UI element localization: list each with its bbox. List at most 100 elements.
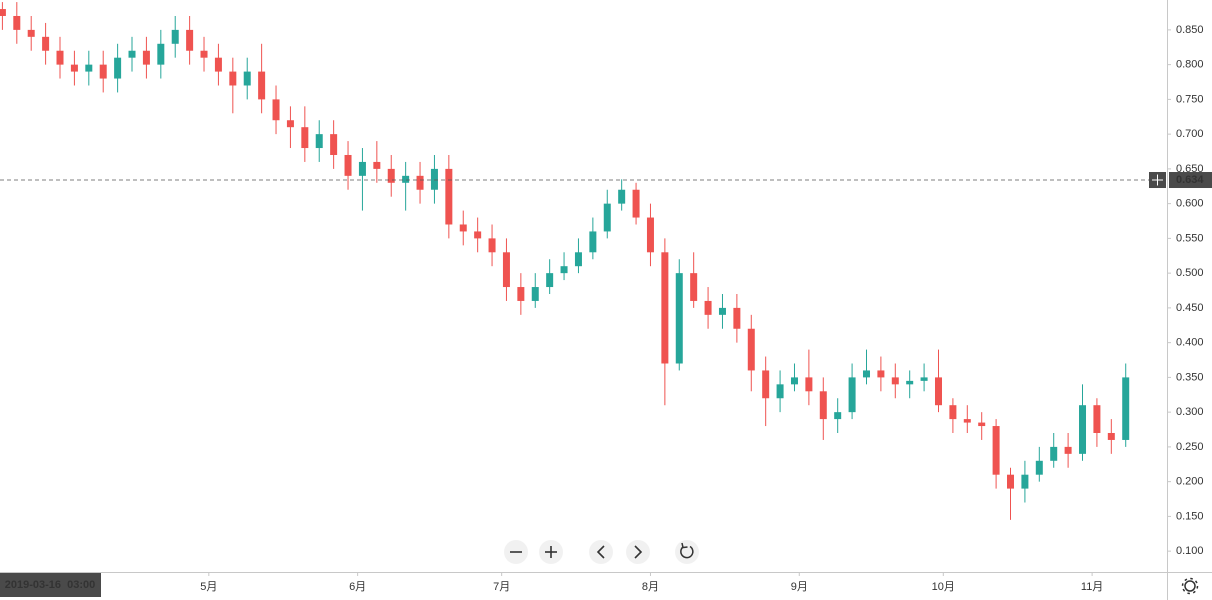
candle-body <box>301 127 309 149</box>
candle-body <box>877 370 885 378</box>
candle-body <box>560 266 568 274</box>
candle-body <box>243 71 251 86</box>
candle-body <box>618 189 626 204</box>
crosshair-price-label: 0.634 <box>1176 174 1204 186</box>
candle-body <box>920 377 928 381</box>
scroll-right-button[interactable] <box>626 540 650 564</box>
candle-body <box>819 391 827 420</box>
y-tick-label: 0.300 <box>1176 406 1204 418</box>
candle-body <box>56 50 64 65</box>
candle-body <box>704 300 712 315</box>
candle-body <box>906 380 914 385</box>
candle-body <box>445 168 453 225</box>
candle-body <box>1107 432 1115 440</box>
crosshair-time-label: 2019-03-16 03:00 <box>5 579 96 591</box>
candle-body <box>1050 446 1058 461</box>
candle-body <box>589 231 597 253</box>
candle-body <box>99 64 107 79</box>
reset-button[interactable] <box>675 540 699 564</box>
crosshair-time-box <box>0 573 101 597</box>
candle-body <box>0 9 6 16</box>
candle-body <box>690 273 698 301</box>
x-tick-label: 10月 <box>932 581 955 593</box>
candle-body <box>718 307 726 315</box>
candle-body <box>344 154 352 176</box>
candle-body <box>546 273 554 288</box>
candle-body <box>200 50 208 58</box>
candle-body <box>646 217 654 253</box>
candle-body <box>834 412 842 420</box>
candle-body <box>286 120 294 128</box>
candle-body <box>474 231 482 239</box>
candle-body <box>488 238 496 253</box>
candle-body <box>42 36 50 51</box>
x-tick-label: 8月 <box>642 581 659 593</box>
candle-body <box>632 189 640 218</box>
scroll-left-button[interactable] <box>589 540 613 564</box>
y-tick-label: 0.650 <box>1176 163 1204 175</box>
x-tick-label: 6月 <box>349 581 366 593</box>
y-tick-label: 0.400 <box>1176 337 1204 349</box>
y-tick-label: 0.750 <box>1176 93 1204 105</box>
candle-body <box>517 287 525 301</box>
candle-body <box>747 328 755 371</box>
candle-body <box>891 377 899 385</box>
y-tick-label: 0.600 <box>1176 198 1204 210</box>
y-tick-label: 0.350 <box>1176 371 1204 383</box>
candle-body <box>1064 446 1072 454</box>
zoom-in-button[interactable] <box>539 540 563 564</box>
candle-body <box>142 50 150 65</box>
candle-body <box>430 168 438 190</box>
candle-body <box>114 57 122 79</box>
candle-body <box>603 203 611 232</box>
candle-body <box>387 168 395 183</box>
y-tick-label: 0.550 <box>1176 232 1204 244</box>
candle-body <box>790 377 798 385</box>
candle-body <box>214 57 222 72</box>
candle-body <box>862 370 870 378</box>
candle-body <box>848 377 856 413</box>
candle-body <box>229 71 237 86</box>
y-tick-label: 0.450 <box>1176 302 1204 314</box>
zoom-out-button[interactable] <box>504 540 528 564</box>
plot <box>0 2 1130 520</box>
candle-body <box>574 252 582 267</box>
candle-body <box>330 134 338 155</box>
candle-body <box>1007 474 1015 489</box>
candle-body <box>157 43 165 65</box>
candle-body <box>13 15 21 30</box>
y-tick-label: 0.700 <box>1176 128 1204 140</box>
candle-body <box>1093 405 1101 433</box>
crosshair-add-button[interactable] <box>1149 172 1166 189</box>
candle-body <box>1021 474 1029 489</box>
candle-body <box>171 29 179 44</box>
candle-body <box>661 252 669 364</box>
controls <box>504 540 699 564</box>
x-tick-label: 11月 <box>1081 581 1103 593</box>
y-tick-label: 0.250 <box>1176 441 1204 453</box>
candle-body <box>416 175 424 190</box>
candle-body <box>258 71 266 100</box>
candle-body <box>934 377 942 406</box>
candle-body <box>85 64 93 72</box>
candle-body <box>949 405 957 420</box>
x-tick-label: 5月 <box>200 581 217 593</box>
y-tick-label: 0.850 <box>1176 24 1204 36</box>
candle-body <box>1122 377 1130 440</box>
candle-body <box>776 384 784 399</box>
candle-body <box>1079 405 1087 454</box>
candle-body <box>315 134 323 149</box>
crosshair-price-box <box>1169 172 1212 189</box>
settings-button[interactable] <box>1181 577 1199 595</box>
candle-body <box>272 99 280 121</box>
candle-body <box>762 370 770 399</box>
candle-body <box>502 252 510 288</box>
x-tick-label: 9月 <box>791 581 808 593</box>
candle-body <box>675 273 683 364</box>
candle-body <box>459 224 467 232</box>
y-tick-label: 0.500 <box>1176 267 1204 279</box>
candle-body <box>805 377 813 392</box>
y-tick-label: 0.150 <box>1176 510 1204 522</box>
candle-body <box>402 175 410 183</box>
